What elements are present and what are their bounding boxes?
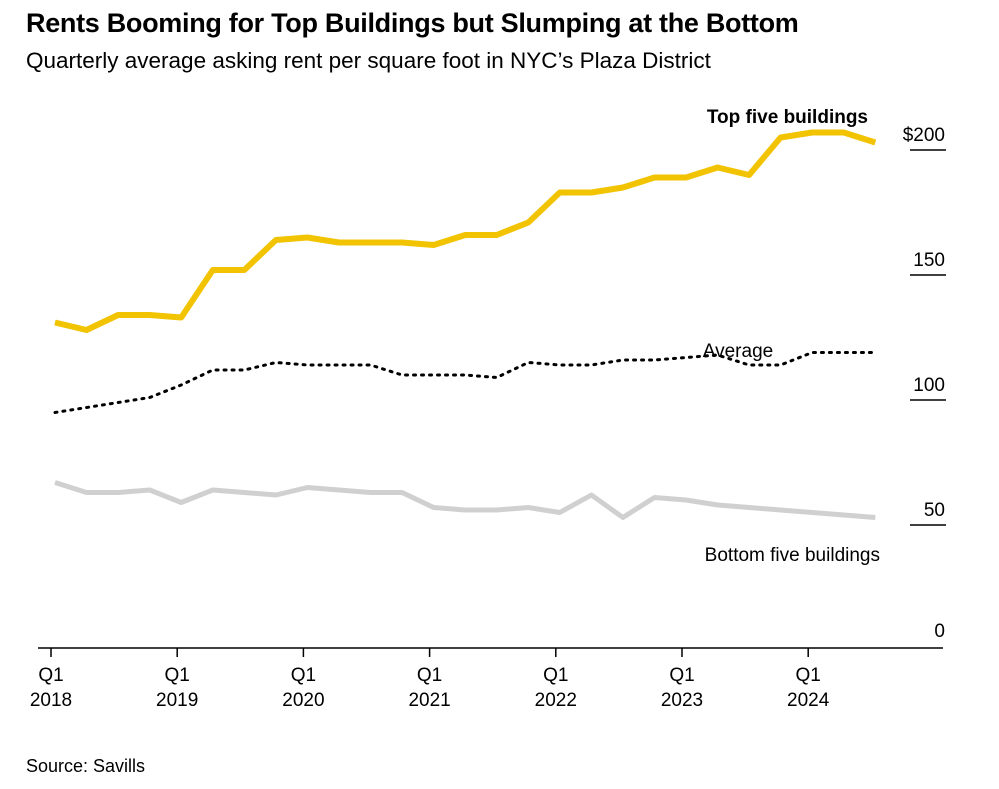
y-tick-label: 150 — [913, 250, 945, 271]
x-tick-label-quarter: Q1 — [796, 665, 821, 686]
y-tick-label: 0 — [934, 621, 945, 642]
series-line-top — [54, 129, 877, 333]
chart-title: Rents Booming for Top Buildings but Slum… — [26, 8, 799, 38]
series-label-bottom: Bottom five buildings — [705, 545, 880, 566]
y-tick-label: $200 — [903, 125, 945, 146]
x-tick-label-year: 2021 — [408, 690, 450, 711]
series-layer — [53, 129, 877, 520]
chart-subtitle: Quarterly average asking rent per square… — [26, 48, 711, 73]
x-tick-label-year: 2020 — [282, 690, 324, 711]
x-tick-label-year: 2018 — [30, 690, 72, 711]
series-labels: Top five buildings Average Bottom five b… — [703, 107, 880, 566]
x-tick-label-year: 2019 — [156, 690, 198, 711]
x-tick-label-year: 2022 — [535, 690, 577, 711]
x-tick-label-quarter: Q1 — [417, 665, 442, 686]
x-tick-label-quarter: Q1 — [291, 665, 316, 686]
series-label-average: Average — [703, 341, 773, 362]
series-line-average — [53, 351, 877, 414]
y-tick-label: 50 — [924, 500, 945, 521]
x-tick-label-year: 2023 — [661, 690, 703, 711]
x-tick-label-quarter: Q1 — [543, 665, 568, 686]
source-note: Source: Savills — [26, 756, 146, 776]
series-line-bottom — [54, 480, 876, 520]
y-tick-label: 100 — [913, 375, 945, 396]
x-tick-label-quarter: Q1 — [165, 665, 190, 686]
series-label-top: Top five buildings — [707, 107, 868, 128]
x-tick-label-year: 2024 — [787, 690, 830, 711]
y-axis: 0 50 100 150 $200 — [903, 125, 946, 642]
x-tick-label-quarter: Q1 — [669, 665, 694, 686]
x-tick-label-quarter: Q1 — [38, 665, 63, 686]
x-axis: Q1 2018 Q1 2019 Q1 2020 Q1 2021 Q1 2022 Q1 2023 Q1 20… — [30, 647, 943, 711]
